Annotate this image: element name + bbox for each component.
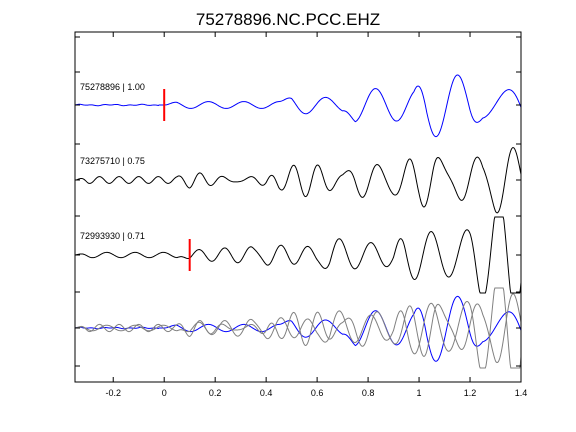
x-tick-label: 0.6 (311, 388, 324, 398)
x-tick-label: 1.4 (515, 388, 528, 398)
axes-frame (74, 31, 522, 383)
x-tick-label: 1.2 (464, 388, 477, 398)
trace-label-1: 75278896 | 1.00 (80, 82, 145, 92)
axis-ticks: -0.2 0 0.2 0.4 0.6 0.8 1 1.2 1.4 (75, 32, 527, 398)
trace-waveform-2 (74, 147, 522, 214)
overlay-waveform-1 (74, 295, 522, 362)
x-tick-label: 0.4 (260, 388, 273, 398)
trace-label-2: 73275710 | 0.75 (80, 156, 145, 166)
trace-waveform-1 (74, 74, 522, 138)
overlay-waveform-3 (74, 287, 522, 369)
x-tick-label: 0.8 (362, 388, 375, 398)
trace-label-3: 72993930 | 0.71 (80, 231, 145, 241)
traces-layer: 75278896 | 1.00 73275710 | 0.75 72993930 |… (74, 74, 522, 369)
trace-waveform-3 (74, 216, 522, 294)
chart-title: 75278896.NC.PCC.EHZ (196, 10, 380, 29)
x-tick-label: 1 (417, 388, 422, 398)
x-tick-label: 0 (162, 388, 167, 398)
x-tick-label: 0.2 (209, 388, 222, 398)
x-tick-label: -0.2 (105, 388, 121, 398)
overlay-waveform-2 (74, 293, 522, 364)
